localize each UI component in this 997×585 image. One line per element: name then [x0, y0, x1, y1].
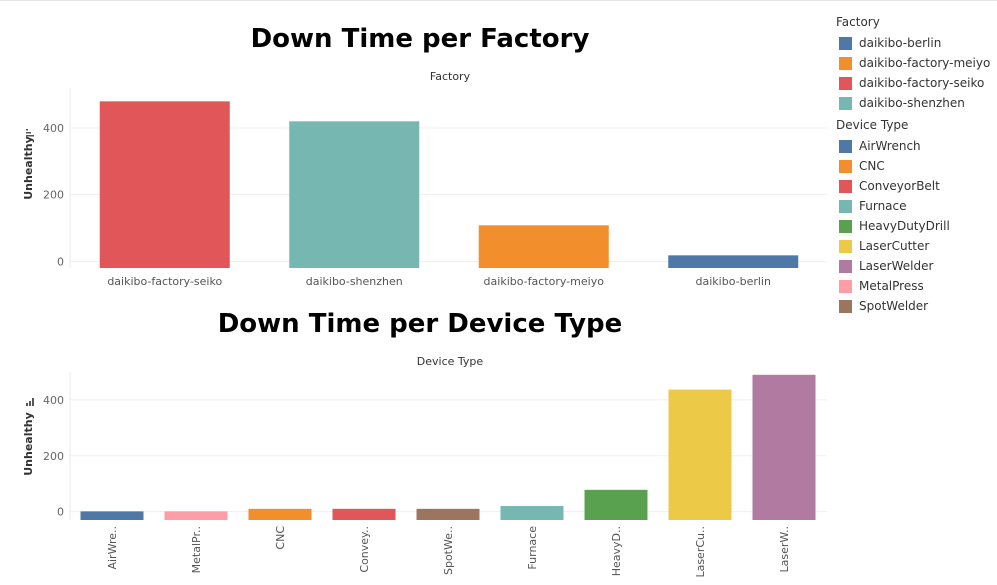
legend-label: MetalPress — [859, 279, 924, 293]
y-tick-label: 0 — [57, 255, 64, 268]
legend-swatch — [839, 239, 852, 253]
legend-swatch — [839, 199, 852, 213]
device-chart-header: Device Type — [417, 355, 484, 368]
device-category-labels: AirWre.. MetalPr.. CNC Convey.. SpotWe.. Furn… — [106, 526, 791, 578]
legend-label: HeavyDutyDrill — [859, 219, 950, 233]
category-label: LaserCu.. — [694, 526, 707, 578]
legend-item-daikibo-shenzhen[interactable]: daikibo-shenzhen — [836, 93, 996, 113]
category-label: LaserW.. — [778, 526, 791, 573]
factory-legend: Factory daikibo-berlin daikibo-factory-me… — [836, 14, 996, 113]
legend: Factory daikibo-berlin daikibo-factory-me… — [836, 14, 996, 316]
device-legend-title: Device Type — [836, 118, 909, 132]
legend-label: LaserWelder — [859, 259, 934, 273]
bar-lasercutter[interactable] — [668, 389, 732, 520]
y-tick-label: 400 — [43, 122, 64, 135]
legend-swatch — [839, 139, 852, 153]
bar-daikibo-shenzhen[interactable] — [289, 121, 420, 268]
legend-swatch — [839, 259, 852, 273]
legend-swatch — [839, 219, 852, 233]
category-label: CNC — [274, 526, 287, 550]
y-tick-label: 400 — [43, 394, 64, 407]
bar-airwrench[interactable] — [80, 511, 144, 520]
category-label: HeavyD.. — [610, 526, 623, 576]
bar-conveyorbelt[interactable] — [332, 508, 396, 520]
legend-item-metalpress[interactable]: MetalPress — [836, 276, 996, 296]
bar-furnace[interactable] — [500, 506, 564, 520]
device-chart: Down Time per Device Type Device Type Un… — [22, 309, 827, 578]
legend-swatch — [839, 56, 852, 70]
device-y-ticks: 0 200 400 — [43, 394, 64, 519]
legend-swatch — [839, 36, 852, 50]
legend-item-daikibo-factory-seiko[interactable]: daikibo-factory-seiko — [836, 73, 996, 93]
bar-metalpress[interactable] — [164, 511, 228, 520]
device-bars — [80, 374, 816, 520]
legend-item-conveyorbelt[interactable]: ConveyorBelt — [836, 176, 996, 196]
sort-icon[interactable] — [26, 129, 34, 137]
category-label: Furnace — [526, 526, 539, 570]
legend-item-lasercutter[interactable]: LaserCutter — [836, 236, 996, 256]
category-label: daikibo-factory-meiyo — [484, 275, 605, 288]
category-label: MetalPr.. — [190, 526, 203, 573]
legend-swatch — [839, 96, 852, 110]
factory-legend-title: Factory — [836, 15, 880, 29]
bar-laserwelder[interactable] — [752, 374, 816, 520]
legend-label: SpotWelder — [859, 299, 929, 313]
legend-label: AirWrench — [859, 139, 921, 153]
charts-canvas: Down Time per Factory Factory Unhealthy … — [22, 24, 827, 578]
bar-daikibo-berlin[interactable] — [668, 255, 799, 268]
legend-item-airwrench[interactable]: AirWrench — [836, 136, 996, 156]
factory-chart-header: Factory — [430, 70, 471, 83]
legend-label: LaserCutter — [859, 239, 930, 253]
legend-label: daikibo-factory-seiko — [859, 76, 985, 90]
y-tick-label: 200 — [43, 189, 64, 202]
y-tick-label: 200 — [43, 450, 64, 463]
factory-y-ticks: 0 200 400 — [43, 122, 64, 268]
legend-item-laserwelder[interactable]: LaserWelder — [836, 256, 996, 276]
category-label: AirWre.. — [106, 526, 119, 570]
sort-icon[interactable] — [26, 398, 34, 406]
bar-heavydutydrill[interactable] — [584, 489, 648, 520]
category-label: daikibo-shenzhen — [306, 275, 403, 288]
device-chart-title: Down Time per Device Type — [218, 309, 623, 339]
category-label: daikibo-factory-seiko — [107, 275, 222, 288]
legend-swatch — [839, 179, 852, 193]
category-label: Convey.. — [358, 526, 371, 573]
factory-chart-title: Down Time per Factory — [251, 24, 590, 54]
legend-label: daikibo-factory-meiyo — [859, 56, 991, 70]
legend-label: ConveyorBelt — [859, 179, 940, 193]
category-label: daikibo-berlin — [696, 275, 771, 288]
legend-item-heavydutydrill[interactable]: HeavyDutyDrill — [836, 216, 996, 236]
legend-item-daikibo-berlin[interactable]: daikibo-berlin — [836, 33, 996, 53]
category-label: SpotWe.. — [442, 526, 455, 575]
legend-item-furnace[interactable]: Furnace — [836, 196, 996, 216]
bar-spotwelder[interactable] — [416, 508, 480, 520]
legend-label: Furnace — [859, 199, 907, 213]
legend-swatch — [839, 299, 852, 313]
legend-label: CNC — [859, 159, 885, 173]
top-divider — [0, 0, 997, 1]
y-tick-label: 0 — [57, 506, 64, 519]
device-y-axis-label: Unhealthy — [22, 412, 35, 476]
factory-bars — [99, 101, 799, 268]
factory-category-labels: daikibo-factory-seiko daikibo-shenzhen dai… — [107, 275, 771, 288]
bar-cnc[interactable] — [248, 508, 312, 520]
legend-item-spotwelder[interactable]: SpotWelder — [836, 296, 996, 316]
legend-label: daikibo-berlin — [859, 36, 942, 50]
legend-item-daikibo-factory-meiyo[interactable]: daikibo-factory-meiyo — [836, 53, 996, 73]
legend-label: daikibo-shenzhen — [859, 96, 965, 110]
legend-swatch — [839, 159, 852, 173]
bar-daikibo-factory-seiko[interactable] — [99, 101, 230, 268]
legend-swatch — [839, 76, 852, 90]
legend-swatch — [839, 279, 852, 293]
legend-item-cnc[interactable]: CNC — [836, 156, 996, 176]
factory-chart: Down Time per Factory Factory Unhealthy … — [22, 24, 827, 288]
device-legend: Device Type AirWrench CNC ConveyorBelt Furn… — [836, 117, 996, 316]
bar-daikibo-factory-meiyo[interactable] — [478, 225, 609, 268]
factory-y-axis-label: Unhealthy — [22, 136, 35, 200]
